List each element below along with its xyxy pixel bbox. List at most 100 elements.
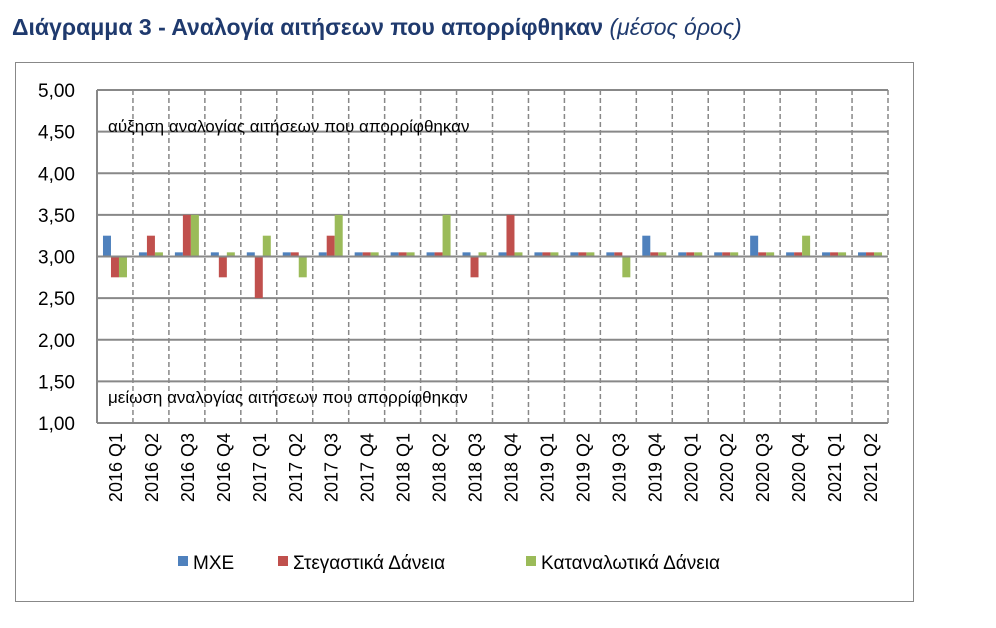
x-tick-label: 2019 Q4 xyxy=(645,433,665,502)
bar-2019-Q2-2 xyxy=(586,252,595,257)
bar-2020-Q4-1 xyxy=(794,252,803,257)
bar-2020-Q3-0 xyxy=(750,235,759,257)
x-tick-label: 2017 Q4 xyxy=(358,433,378,502)
bar-2017-Q4-1 xyxy=(362,252,371,257)
bar-2017-Q2-1 xyxy=(290,252,299,257)
x-tick-label: 2021 Q1 xyxy=(825,433,845,502)
x-tick-label: 2020 Q3 xyxy=(753,433,773,502)
bar-2016-Q2-2 xyxy=(154,252,163,257)
legend-label: ΜΧΕ xyxy=(193,553,234,574)
bar-2018-Q4-2 xyxy=(514,252,523,257)
bar-2016-Q3-1 xyxy=(182,214,191,257)
bar-2016-Q1-1 xyxy=(110,256,119,278)
bar-2016-Q4-2 xyxy=(226,252,235,257)
subtitle-text: (μέσος όρος) xyxy=(609,14,742,40)
bar-2017-Q2-2 xyxy=(298,256,307,278)
bar-2018-Q1-2 xyxy=(406,252,415,257)
bar-2021-Q2-0 xyxy=(858,252,867,257)
bar-2020-Q4-2 xyxy=(802,235,811,257)
bar-2016-Q1-2 xyxy=(118,256,127,278)
bar-2020-Q4-0 xyxy=(786,252,795,257)
bar-2017-Q1-1 xyxy=(254,256,263,299)
bar-2016-Q3-0 xyxy=(174,252,183,257)
x-tick-label: 2019 Q2 xyxy=(573,433,593,502)
bar-2018-Q3-0 xyxy=(462,252,471,257)
bar-2018-Q2-0 xyxy=(426,252,435,257)
x-tick-label: 2019 Q1 xyxy=(537,433,557,502)
bar-2017-Q1-2 xyxy=(262,235,271,257)
bar-2018-Q1-0 xyxy=(390,252,399,257)
bar-2017-Q1-0 xyxy=(246,252,255,257)
chart-frame xyxy=(15,62,914,602)
annotation-increase: αύξηση αναλογίας αιτήσεων που απορρίφθηκ… xyxy=(108,117,469,136)
bar-2018-Q4-1 xyxy=(506,214,515,257)
bar-2016-Q2-1 xyxy=(146,235,155,257)
x-tick-label: 2016 Q3 xyxy=(178,433,198,502)
x-tick-label: 2019 Q3 xyxy=(609,433,629,502)
y-tick-label: 5,00 xyxy=(38,81,75,102)
legend-swatch xyxy=(178,556,188,566)
x-tick-label: 2017 Q3 xyxy=(322,433,342,502)
y-tick-label: 1,00 xyxy=(38,414,75,435)
y-tick-label: 4,00 xyxy=(38,164,75,185)
y-tick-label: 1,50 xyxy=(38,372,75,393)
legend-label: Καταναλωτικά Δάνεια xyxy=(541,553,720,574)
legend-label: Στεγαστικά Δάνεια xyxy=(293,553,445,574)
x-tick-label: 2016 Q2 xyxy=(142,433,162,502)
bar-2019-Q4-1 xyxy=(650,252,659,257)
bar-2020-Q1-1 xyxy=(686,252,695,257)
bar-2020-Q2-0 xyxy=(714,252,723,257)
bar-2019-Q1-0 xyxy=(534,252,543,257)
bar-2017-Q3-2 xyxy=(334,214,343,257)
x-tick-label: 2017 Q2 xyxy=(286,433,306,502)
bar-2017-Q3-1 xyxy=(326,235,335,257)
bar-2019-Q3-0 xyxy=(606,252,615,257)
bar-2020-Q3-1 xyxy=(758,252,767,257)
bar-2017-Q4-2 xyxy=(370,252,379,257)
y-tick-label: 2,50 xyxy=(38,289,75,310)
chart-title: Διάγραμμα 3 - Αναλογία αιτήσεων που απορ… xyxy=(12,14,742,41)
y-tick-label: 3,50 xyxy=(38,206,75,227)
bar-2019-Q4-2 xyxy=(658,252,667,257)
bar-2016-Q4-0 xyxy=(210,252,219,257)
bar-2019-Q1-2 xyxy=(550,252,559,257)
x-tick-label: 2020 Q4 xyxy=(789,433,809,502)
bar-2018-Q4-0 xyxy=(498,252,507,257)
bar-2016-Q2-0 xyxy=(138,252,147,257)
bar-2018-Q3-1 xyxy=(470,256,479,278)
bar-2021-Q1-2 xyxy=(838,252,847,257)
x-tick-label: 2020 Q1 xyxy=(681,433,701,502)
bar-2018-Q3-2 xyxy=(478,252,487,257)
bar-2017-Q3-0 xyxy=(318,252,327,257)
y-tick-label: 4,50 xyxy=(38,123,75,144)
bar-2021-Q2-1 xyxy=(866,252,875,257)
y-tick-label: 2,00 xyxy=(38,331,75,352)
annotation-decrease: μείωση αναλογίας αιτήσεων που απορρίφθηκ… xyxy=(108,388,468,407)
x-tick-label: 2017 Q1 xyxy=(250,433,270,502)
x-tick-label: 2018 Q1 xyxy=(394,433,414,502)
x-tick-label: 2018 Q2 xyxy=(430,433,450,502)
bar-2017-Q4-0 xyxy=(354,252,363,257)
bar-2016-Q1-0 xyxy=(102,235,111,257)
bar-2019-Q1-1 xyxy=(542,252,551,257)
bar-2018-Q1-1 xyxy=(398,252,407,257)
bar-2016-Q4-1 xyxy=(218,256,227,278)
bar-2021-Q1-0 xyxy=(822,252,831,257)
x-tick-label: 2016 Q4 xyxy=(214,433,234,502)
bar-2020-Q3-2 xyxy=(766,252,775,257)
bar-2020-Q2-1 xyxy=(722,252,731,257)
bar-2019-Q2-0 xyxy=(570,252,579,257)
bar-2016-Q3-2 xyxy=(190,214,199,257)
x-tick-label: 2021 Q2 xyxy=(861,433,881,502)
bar-2019-Q2-1 xyxy=(578,252,587,257)
x-tick-label: 2016 Q1 xyxy=(106,433,126,502)
title-text: Διάγραμμα 3 - Αναλογία αιτήσεων που απορ… xyxy=(12,14,604,40)
x-tick-label: 2018 Q4 xyxy=(501,433,521,502)
bar-2019-Q3-2 xyxy=(622,256,631,278)
bar-2020-Q2-2 xyxy=(730,252,739,257)
y-tick-label: 3,00 xyxy=(38,248,75,269)
bar-2018-Q2-2 xyxy=(442,214,451,257)
legend-swatch xyxy=(278,556,288,566)
x-tick-label: 2018 Q3 xyxy=(466,433,486,502)
